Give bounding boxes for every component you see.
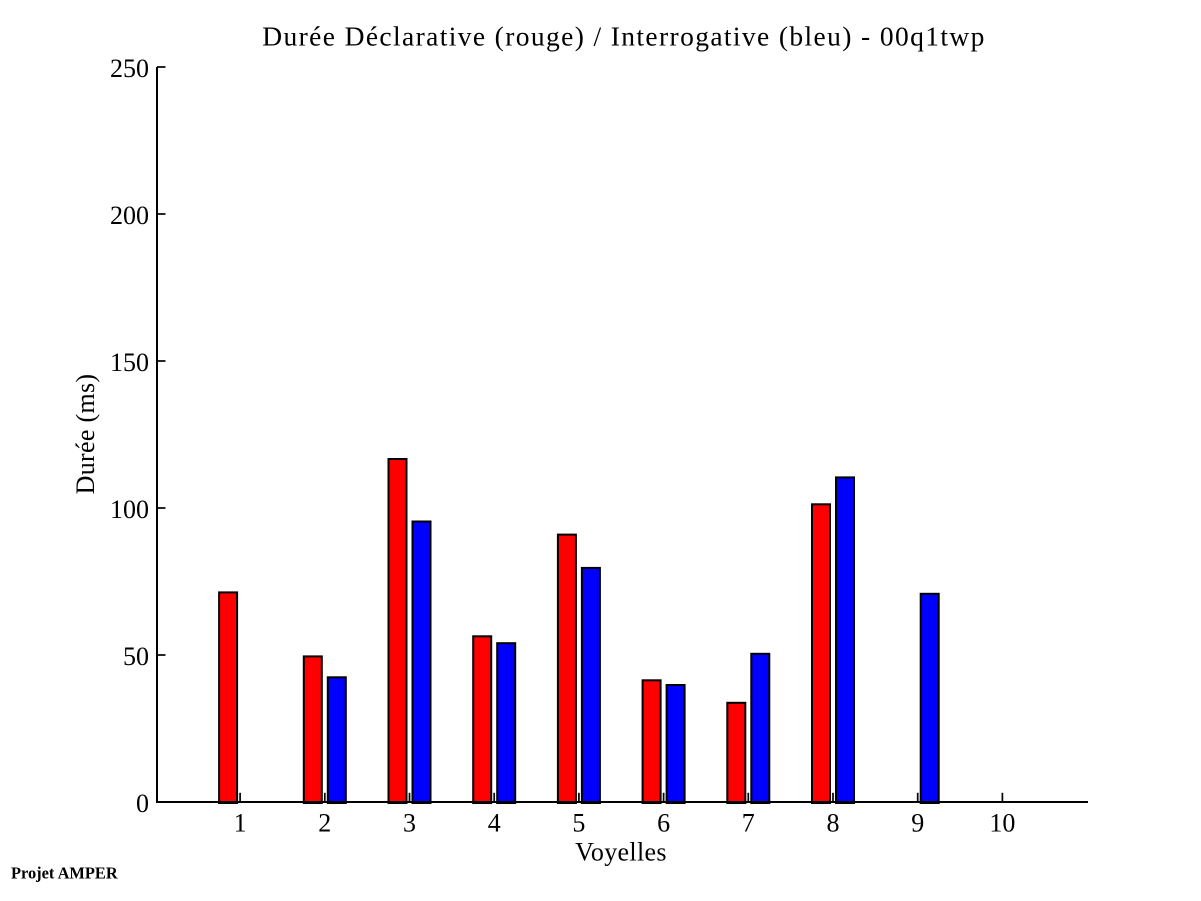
- svg-text:8: 8: [827, 809, 840, 838]
- svg-text:7: 7: [742, 809, 755, 838]
- svg-text:50: 50: [123, 642, 149, 671]
- svg-text:5: 5: [572, 809, 585, 838]
- svg-text:0: 0: [136, 789, 149, 818]
- svg-text:4: 4: [488, 809, 501, 838]
- svg-text:1: 1: [234, 809, 247, 838]
- svg-text:100: 100: [110, 495, 149, 524]
- svg-text:Voyelles: Voyelles: [575, 838, 667, 867]
- svg-text:Durée (ms): Durée (ms): [71, 374, 100, 495]
- svg-text:200: 200: [110, 201, 149, 230]
- svg-text:Projet AMPER: Projet AMPER: [11, 864, 118, 883]
- svg-text:250: 250: [110, 54, 149, 83]
- svg-text:3: 3: [403, 809, 416, 838]
- svg-text:6: 6: [657, 809, 670, 838]
- svg-text:Durée Déclarative (rouge) / In: Durée Déclarative (rouge) / Interrogativ…: [262, 21, 985, 52]
- svg-text:2: 2: [318, 809, 331, 838]
- svg-text:9: 9: [911, 809, 924, 838]
- svg-text:150: 150: [110, 348, 149, 377]
- svg-text:10: 10: [989, 809, 1015, 838]
